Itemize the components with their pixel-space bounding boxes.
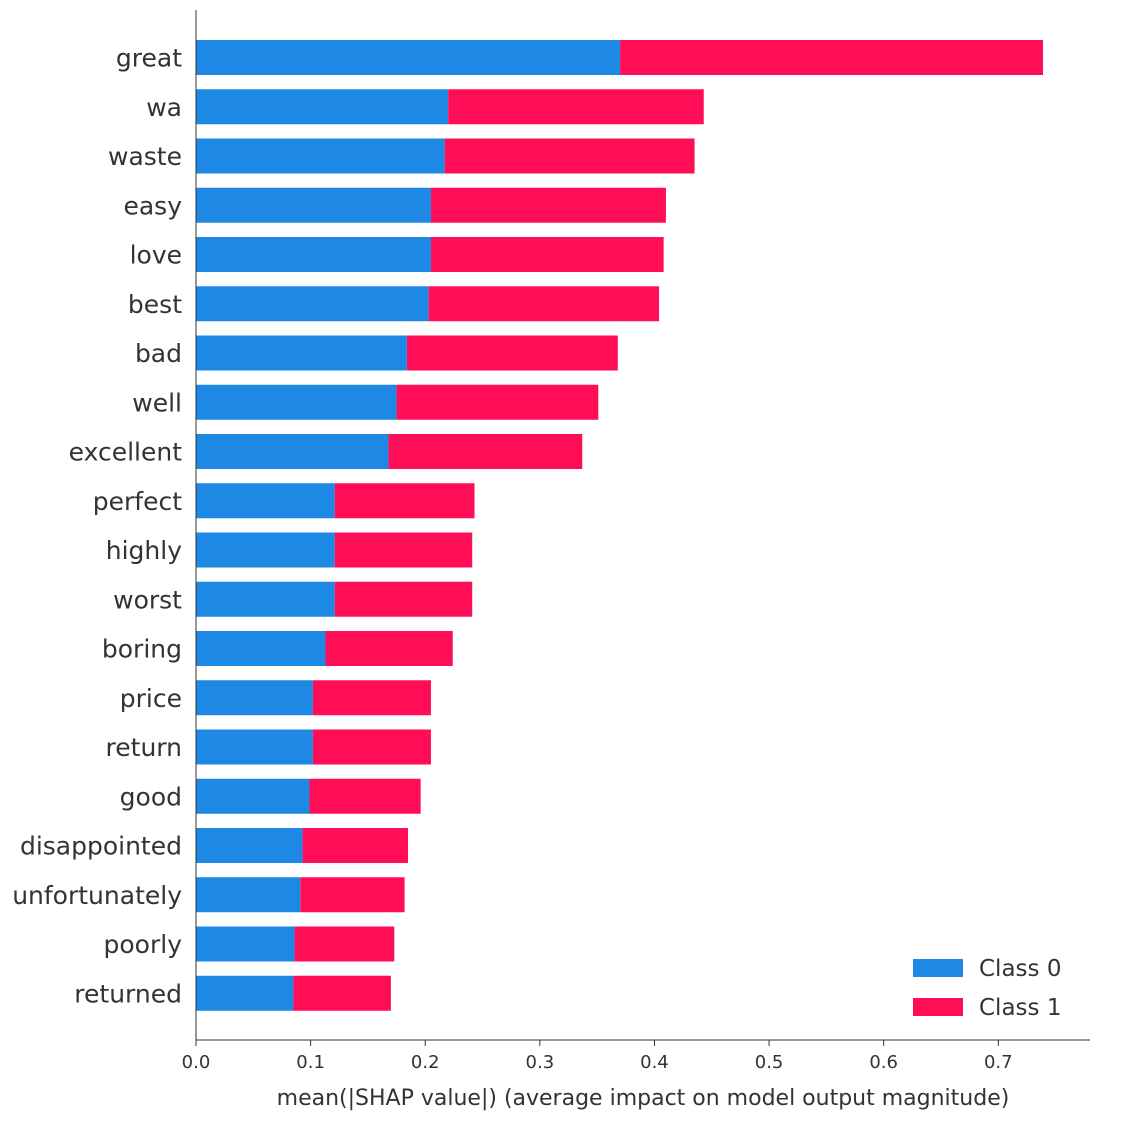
category-label: good (120, 782, 182, 811)
bar-unfortunately-class-0 (196, 877, 301, 913)
bar-excellent-class-1 (388, 434, 583, 469)
bar-well-class-0 (196, 384, 397, 420)
bar-poorly-class-1 (294, 926, 395, 962)
category-label: bad (135, 339, 182, 368)
bars-layer (196, 40, 1044, 1011)
bar-love-class-1 (430, 237, 664, 272)
bar-returned-class-0 (196, 975, 294, 1011)
bar-return-class-1 (312, 729, 431, 765)
category-label: return (106, 733, 182, 762)
bar-return-class-0 (196, 729, 313, 765)
bar-perfect-class-0 (196, 483, 335, 519)
bar-best-class-0 (196, 286, 429, 322)
x-tick-label: 0.0 (182, 1052, 211, 1073)
bar-boring-class-0 (196, 631, 326, 666)
bar-great-class-0 (196, 40, 621, 75)
bar-wa-class-0 (196, 89, 449, 125)
category-label: price (120, 684, 182, 713)
bar-boring-class-1 (325, 631, 453, 666)
legend: Class 0 Class 1 (913, 956, 1061, 1021)
x-tick-label: 0.1 (296, 1052, 325, 1073)
bar-excellent-class-0 (196, 434, 389, 469)
x-axis-ticks: 0.0 0.1 0.2 0.3 0.4 0.5 0.6 0.7 (182, 1040, 1013, 1073)
bar-worst-class-0 (196, 581, 335, 617)
bar-good-class-0 (196, 778, 310, 814)
bar-love-class-0 (196, 237, 431, 272)
category-label: unfortunately (12, 881, 182, 910)
bar-disappointed-class-1 (302, 828, 409, 863)
category-label: excellent (69, 438, 183, 467)
category-label: best (128, 290, 182, 319)
bar-easy-class-0 (196, 187, 431, 223)
category-label: wa (146, 93, 182, 122)
category-label: waste (108, 142, 182, 171)
category-label: love (130, 241, 182, 270)
category-label: worst (113, 585, 182, 614)
bar-great-class-1 (620, 40, 1044, 75)
category-label: poorly (104, 930, 183, 959)
bar-well-class-1 (396, 384, 599, 420)
bar-bad-class-1 (406, 335, 618, 371)
bar-perfect-class-1 (334, 483, 475, 519)
x-tick-label: 0.6 (869, 1052, 898, 1073)
bar-waste-class-1 (444, 138, 695, 174)
category-label: disappointed (20, 832, 182, 861)
category-label: returned (74, 979, 182, 1008)
category-label: highly (106, 536, 182, 565)
category-label: easy (123, 191, 182, 220)
category-label: well (132, 388, 182, 417)
bar-disappointed-class-0 (196, 828, 303, 863)
bar-waste-class-0 (196, 138, 445, 174)
x-tick-label: 0.5 (755, 1052, 784, 1073)
category-label: boring (102, 635, 182, 664)
bar-price-class-0 (196, 680, 313, 716)
x-tick-label: 0.2 (411, 1052, 440, 1073)
bar-highly-class-1 (334, 532, 473, 568)
x-tick-label: 0.3 (526, 1052, 555, 1073)
legend-label-class-0: Class 0 (979, 956, 1061, 982)
category-label: perfect (93, 487, 182, 516)
bar-worst-class-1 (334, 581, 473, 617)
x-tick-label: 0.4 (640, 1052, 669, 1073)
legend-label-class-1: Class 1 (979, 995, 1061, 1021)
legend-swatch-class-1 (913, 998, 963, 1016)
bar-easy-class-1 (430, 187, 666, 223)
bar-returned-class-1 (293, 975, 391, 1011)
bar-good-class-1 (309, 778, 421, 814)
x-tick-label: 0.7 (984, 1052, 1013, 1073)
bar-wa-class-1 (448, 89, 704, 125)
bar-poorly-class-0 (196, 926, 295, 962)
bar-highly-class-0 (196, 532, 335, 568)
bar-unfortunately-class-1 (300, 877, 405, 913)
category-label: great (116, 44, 182, 73)
legend-swatch-class-0 (913, 959, 963, 977)
bar-bad-class-0 (196, 335, 407, 371)
x-axis-label: mean(|SHAP value|) (average impact on mo… (277, 1086, 1010, 1111)
category-labels: great wa waste easy love best bad well excellent… (12, 44, 182, 1009)
bar-best-class-1 (428, 286, 660, 322)
bar-price-class-1 (312, 680, 431, 716)
